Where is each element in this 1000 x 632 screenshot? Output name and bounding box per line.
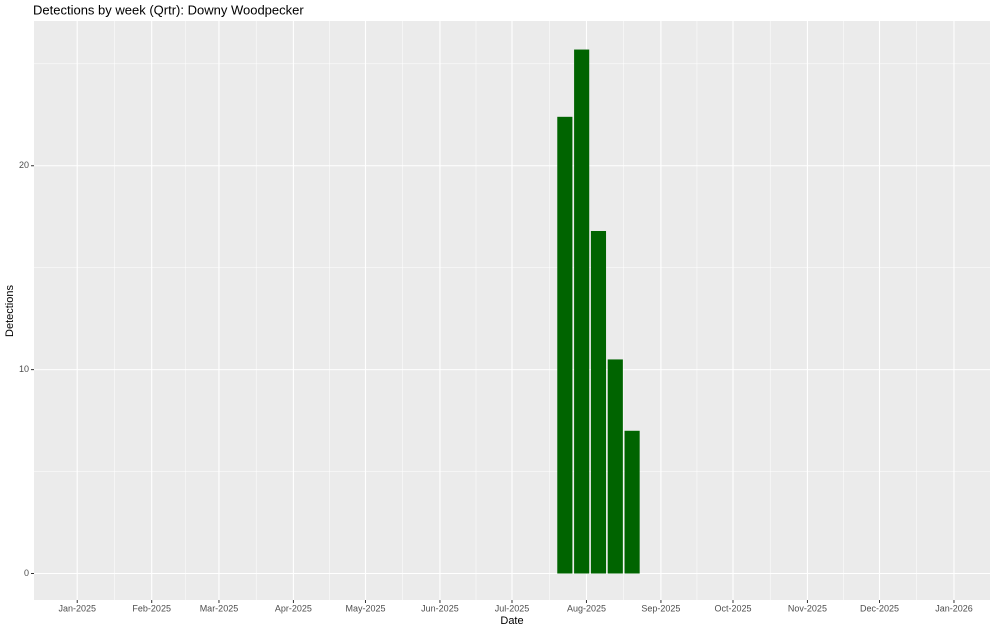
x-tick-label: Nov-2025 xyxy=(788,603,827,613)
chart-title: Detections by week (Qrtr): Downy Woodpec… xyxy=(33,2,304,17)
x-tick-label: Sep-2025 xyxy=(641,603,680,613)
x-tick-label: Oct-2025 xyxy=(714,603,751,613)
x-tick-label: Jul-2025 xyxy=(495,603,530,613)
x-tick-label: Dec-2025 xyxy=(860,603,899,613)
x-tick-label: Jan-2026 xyxy=(935,603,973,613)
x-tick-label: Jan-2025 xyxy=(58,603,96,613)
bar xyxy=(607,359,623,574)
x-tick-label: May-2025 xyxy=(345,603,385,613)
x-tick-label: Aug-2025 xyxy=(567,603,606,613)
x-tick-label: Mar-2025 xyxy=(200,603,239,613)
bar xyxy=(574,49,590,574)
bar xyxy=(590,230,607,574)
bar xyxy=(557,116,573,574)
y-tick-label: 10 xyxy=(19,364,29,374)
x-tick-label: Feb-2025 xyxy=(132,603,171,613)
y-tick-label: 20 xyxy=(19,160,29,170)
x-tick-label: Apr-2025 xyxy=(275,603,312,613)
bar xyxy=(624,430,640,574)
x-axis-label: Date xyxy=(500,615,523,627)
y-tick-label: 0 xyxy=(24,568,29,578)
y-axis-label: Detections xyxy=(4,285,16,337)
x-tick-label: Jun-2025 xyxy=(421,603,459,613)
